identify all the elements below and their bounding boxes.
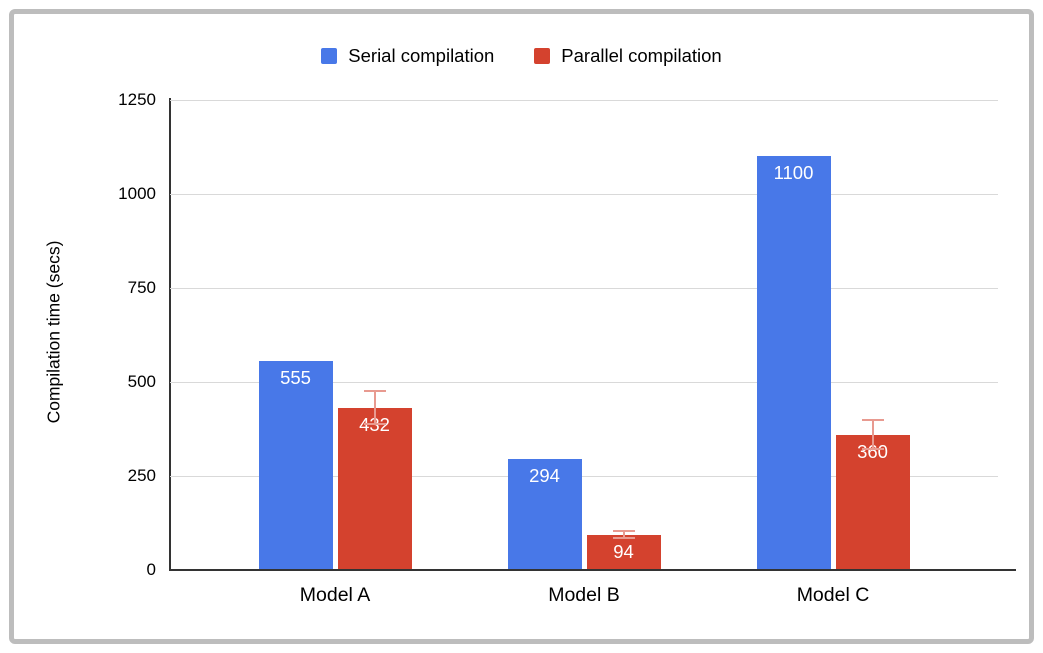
gridline-500 (170, 382, 998, 383)
y-tick-label-0: 0 (146, 560, 156, 579)
gridline-250 (170, 476, 998, 477)
bar-value-label: 294 (529, 465, 560, 487)
legend-label: Serial compilation (348, 45, 495, 66)
error-bar-cap-bottom (861, 448, 884, 451)
bar-value-label: 1100 (773, 162, 814, 184)
bar-serial-compilation-model-c: 1100 (756, 156, 831, 570)
bar-value-label: 94 (613, 540, 634, 562)
gridline-750 (170, 288, 998, 289)
error-bar-cap-bottom (612, 537, 635, 540)
gridline-1000 (170, 194, 998, 195)
error-bar-stem (622, 530, 625, 539)
y-axis-title: Compilation time (secs) (43, 240, 64, 424)
error-bar-cap-top (612, 529, 635, 532)
y-tick-label-1250: 1250 (118, 90, 156, 109)
bar-value-label: 360 (857, 440, 888, 462)
legend-swatch-icon (321, 48, 338, 64)
error-bar-cap-top (861, 418, 884, 421)
gridline-1250 (170, 100, 998, 101)
error-bar-cap-top (363, 390, 386, 393)
error-bar-cap-bottom (363, 422, 386, 425)
bar-value-label: 555 (280, 367, 311, 389)
y-tick-label-250: 250 (127, 466, 156, 485)
chart-frame: Serial compilation Parallel compilation C… (9, 9, 1034, 644)
legend-item-parallel-compilation: Parallel compilation (534, 45, 722, 67)
x-category-label-model-c: Model C (796, 584, 870, 606)
x-axis-line (169, 569, 1016, 571)
legend-item-serial-compilation: Serial compilation (321, 45, 494, 67)
y-tick-label-750: 750 (127, 278, 156, 297)
error-bar-stem (373, 391, 376, 424)
y-tick-label-1000: 1000 (118, 184, 156, 203)
bar-serial-compilation-model-b: 294 (507, 459, 582, 570)
error-bar-stem (871, 419, 874, 450)
bar-parallel-compilation-model-c: 360 (835, 434, 910, 570)
y-tick-label-500: 500 (127, 372, 156, 391)
legend-label: Parallel compilation (561, 45, 722, 66)
y-axis-line (169, 98, 171, 570)
x-category-label-model-b: Model B (548, 584, 620, 606)
x-category-label-model-a: Model A (299, 584, 371, 606)
bar-parallel-compilation-model-b: 94 (586, 534, 661, 570)
bar-serial-compilation-model-a: 555 (258, 361, 333, 570)
legend: Serial compilation Parallel compilation (14, 45, 1029, 67)
bar-parallel-compilation-model-a: 432 (337, 407, 412, 570)
plot-area: 0 250 500 750 1000 1250 555 294 1100 432 94 360 Mode… (118, 90, 1016, 606)
legend-swatch-icon (534, 48, 551, 64)
